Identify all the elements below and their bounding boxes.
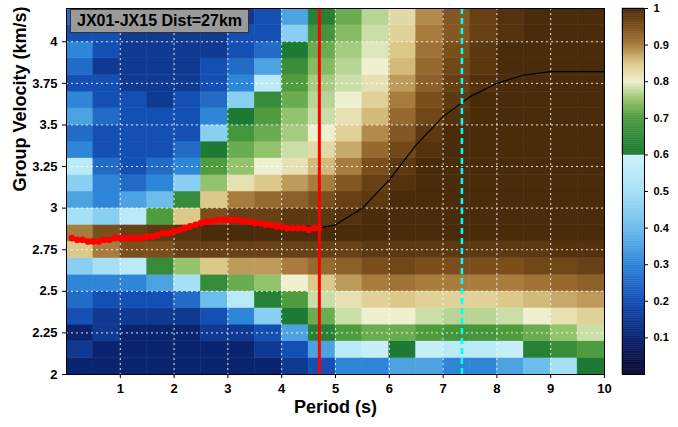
svg-text:0.4: 0.4 xyxy=(654,222,670,234)
svg-text:0.7: 0.7 xyxy=(654,112,669,124)
svg-text:1: 1 xyxy=(654,2,660,14)
svg-text:0.1: 0.1 xyxy=(654,331,669,343)
svg-text:0.8: 0.8 xyxy=(654,75,669,87)
svg-text:3: 3 xyxy=(50,200,57,215)
svg-text:3.25: 3.25 xyxy=(32,159,57,174)
svg-text:3: 3 xyxy=(224,381,231,396)
svg-text:4: 4 xyxy=(278,381,286,396)
svg-text:9: 9 xyxy=(547,381,554,396)
svg-text:0.3: 0.3 xyxy=(654,258,669,270)
svg-text:4: 4 xyxy=(50,34,58,49)
svg-text:2.75: 2.75 xyxy=(32,242,57,257)
svg-text:0.6: 0.6 xyxy=(654,148,669,160)
html-text:JX01-JX15 Dist=27km: JX01-JX15 Dist=27km xyxy=(77,12,242,29)
svg-text:0.5: 0.5 xyxy=(654,185,669,197)
svg-text:6: 6 xyxy=(386,381,393,396)
svg-text:5: 5 xyxy=(332,381,339,396)
svg-text:2: 2 xyxy=(50,367,57,382)
svg-text:3.75: 3.75 xyxy=(32,76,57,91)
svg-text:0.9: 0.9 xyxy=(654,39,669,51)
svg-text:Period (s): Period (s) xyxy=(294,397,377,417)
svg-text:2.25: 2.25 xyxy=(32,325,57,340)
svg-text:Group Velocity (km/s): Group Velocity (km/s) xyxy=(10,6,30,191)
svg-text:1: 1 xyxy=(117,381,124,396)
svg-text:10: 10 xyxy=(597,381,611,396)
svg-text:2.5: 2.5 xyxy=(39,283,57,298)
svg-text:0.2: 0.2 xyxy=(654,295,669,307)
svg-text:3.5: 3.5 xyxy=(39,117,57,132)
svg-text:8: 8 xyxy=(493,381,500,396)
svg-text:2: 2 xyxy=(170,381,177,396)
svg-text:7: 7 xyxy=(439,381,446,396)
